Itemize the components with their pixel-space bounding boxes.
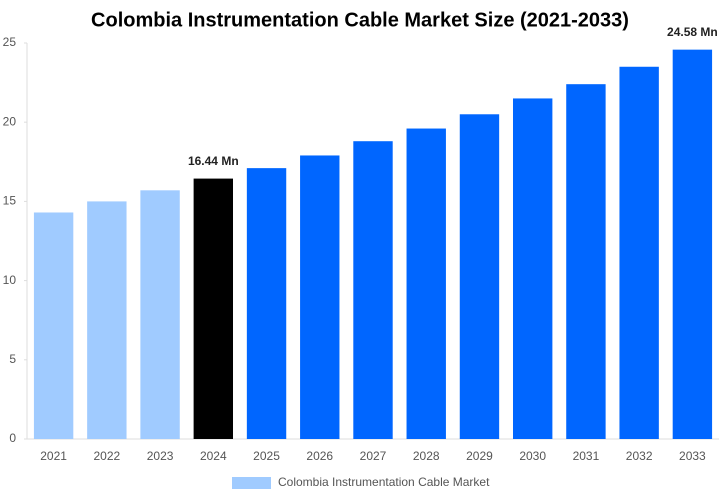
bar (140, 190, 180, 439)
y-tick-label: 15 (3, 194, 17, 208)
value-label: 16.44 Mn (188, 154, 239, 168)
chart-title: Colombia Instrumentation Cable Market Si… (91, 9, 629, 31)
x-tick-label: 2021 (40, 449, 67, 463)
x-tick-label: 2033 (679, 449, 706, 463)
y-tick-label: 25 (3, 35, 17, 49)
y-tick-label: 5 (9, 352, 16, 366)
x-tick-label: 2023 (147, 449, 174, 463)
x-tick-label: 2022 (93, 449, 120, 463)
x-tick-label: 2028 (413, 449, 440, 463)
x-tick-label: 2026 (306, 449, 333, 463)
bar (246, 168, 287, 440)
bar (566, 84, 606, 440)
x-tick-label: 2032 (626, 449, 653, 463)
bar (193, 178, 234, 439)
value-label: 24.58 Mn (667, 25, 718, 39)
x-tick-label: 2027 (360, 449, 387, 463)
y-tick-label: 20 (3, 114, 17, 128)
y-tick-label: 10 (3, 273, 17, 287)
legend-label: Colombia Instrumentation Cable Market (278, 475, 490, 489)
bar (87, 201, 127, 439)
x-tick-label: 2024 (200, 449, 227, 463)
bar (33, 212, 74, 439)
bar (619, 66, 659, 439)
bar (672, 49, 713, 439)
bar (406, 128, 446, 439)
x-tick-label: 2029 (466, 449, 493, 463)
legend-swatch (232, 477, 271, 489)
bar (300, 155, 340, 440)
y-tick-label: 0 (9, 431, 16, 445)
bar (353, 141, 393, 439)
x-tick-label: 2025 (253, 449, 280, 463)
bar (512, 98, 553, 439)
x-tick-label: 2031 (573, 449, 600, 463)
bar (459, 114, 500, 439)
x-tick-label: 2030 (519, 449, 546, 463)
